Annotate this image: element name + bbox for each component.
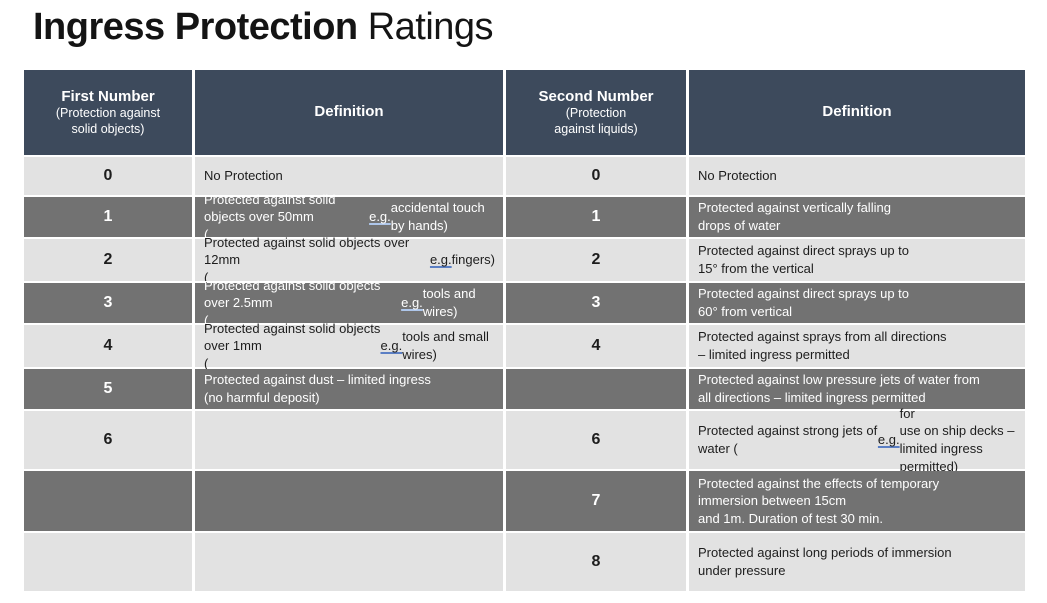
first-number-cell: 1 — [24, 197, 192, 237]
first-definition-cell — [195, 411, 503, 469]
page-title-bold: Ingress Protection — [33, 6, 358, 48]
first-definition-cell — [195, 471, 503, 531]
second-definition-cell: Protected against strong jets of water (… — [689, 406, 1025, 474]
header-first-number-label: First Number — [61, 87, 155, 105]
first-number-cell — [24, 533, 192, 591]
first-number-cell: 6 — [24, 411, 192, 469]
header-first-number-sublabel: (Protection against solid objects) — [55, 106, 161, 136]
header-second-number: Second Number (Protection against liquid… — [506, 70, 686, 155]
first-definition-cell: Protected against solid objects over 1mm… — [195, 321, 503, 371]
second-number-cell: 2 — [506, 239, 686, 281]
first-definition-cell — [195, 533, 503, 591]
header-first-number: First Number (Protection against solid o… — [24, 70, 192, 155]
second-number-cell — [506, 369, 686, 409]
first-number-cell: 3 — [24, 283, 192, 323]
second-definition-cell: No Protection — [689, 157, 1025, 195]
second-definition-cell: Protected against vertically falling dro… — [689, 197, 1025, 237]
page-title: Ingress Protection Ratings — [33, 6, 494, 49]
first-number-cell: 4 — [24, 325, 192, 367]
first-definition-cell: Protected against dust – limited ingress… — [195, 369, 503, 409]
header-definition-liquids: Definition — [689, 70, 1025, 155]
second-number-cell: 0 — [506, 157, 686, 195]
first-number-cell: 5 — [24, 369, 192, 409]
second-number-cell: 6 — [506, 411, 686, 469]
header-second-number-sublabel: (Protection against liquids) — [554, 106, 638, 136]
first-definition-cell: No Protection — [195, 157, 503, 195]
header-definition-solids: Definition — [195, 70, 503, 155]
second-number-cell: 3 — [506, 283, 686, 323]
second-definition-cell: Protected against direct sprays up to 60… — [689, 283, 1025, 323]
second-number-cell: 8 — [506, 533, 686, 591]
header-definition-liquids-label: Definition — [822, 103, 892, 121]
second-number-cell: 4 — [506, 325, 686, 367]
header-definition-solids-label: Definition — [314, 103, 384, 121]
second-definition-cell: Protected against the effects of tempora… — [689, 471, 1025, 531]
header-second-number-label: Second Number — [538, 87, 654, 105]
second-definition-cell: Protected against low pressure jets of w… — [689, 369, 1025, 409]
first-number-cell: 2 — [24, 239, 192, 281]
eg-abbreviation: e.g. — [401, 295, 423, 311]
eg-abbreviation: e.g. — [877, 432, 900, 448]
first-number-cell — [24, 471, 192, 531]
first-number-cell: 0 — [24, 157, 192, 195]
eg-abbreviation: e.g. — [429, 252, 452, 268]
second-number-cell: 7 — [506, 471, 686, 531]
eg-abbreviation: e.g. — [380, 338, 403, 354]
ip-ratings-table: First Number (Protection against solid o… — [24, 70, 1025, 591]
eg-abbreviation: e.g. — [369, 209, 391, 225]
second-number-cell: 1 — [506, 197, 686, 237]
page-title-regular: Ratings — [357, 6, 494, 48]
first-definition-cell: Protected against solid objects over 2.5… — [195, 278, 503, 328]
second-definition-cell: Protected against direct sprays up to 15… — [689, 239, 1025, 281]
first-definition-cell: Protected against solid objects over 12m… — [195, 235, 503, 285]
first-definition-cell: Protected against solid objects over 50m… — [195, 192, 503, 242]
second-definition-cell: Protected against sprays from all direct… — [689, 325, 1025, 367]
second-definition-cell: Protected against long periods of immers… — [689, 533, 1025, 591]
